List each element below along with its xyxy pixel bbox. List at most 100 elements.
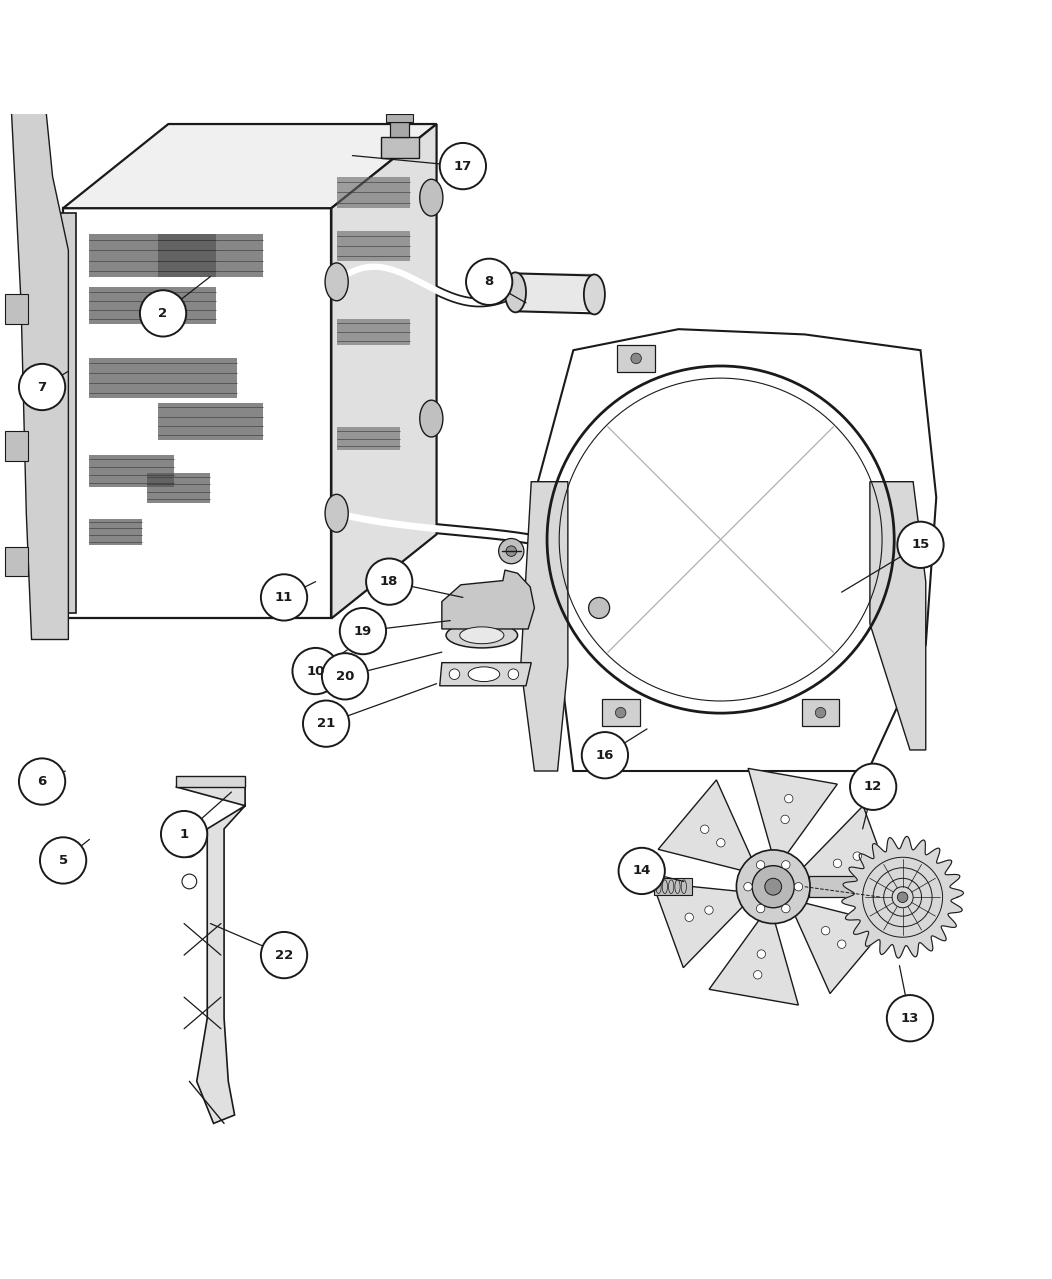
- Ellipse shape: [325, 263, 348, 301]
- Bar: [337, 231, 410, 261]
- Polygon shape: [748, 769, 837, 856]
- Circle shape: [781, 815, 789, 824]
- Circle shape: [701, 825, 709, 834]
- Circle shape: [850, 764, 896, 810]
- Circle shape: [897, 522, 944, 568]
- Polygon shape: [176, 776, 245, 787]
- Circle shape: [499, 538, 524, 564]
- Bar: [337, 427, 400, 450]
- Circle shape: [182, 843, 197, 857]
- Ellipse shape: [584, 275, 605, 315]
- Text: 2: 2: [159, 307, 167, 320]
- Polygon shape: [802, 806, 894, 891]
- Text: 1: 1: [180, 828, 188, 840]
- Bar: [5, 431, 28, 460]
- Circle shape: [756, 861, 765, 868]
- Bar: [381, 137, 419, 157]
- Circle shape: [261, 574, 307, 620]
- Bar: [89, 286, 216, 324]
- Text: 15: 15: [911, 538, 930, 551]
- Text: 5: 5: [59, 854, 67, 867]
- Text: 18: 18: [380, 576, 399, 588]
- Circle shape: [161, 811, 207, 857]
- Circle shape: [752, 866, 794, 908]
- Circle shape: [753, 971, 762, 978]
- Circle shape: [322, 654, 368, 700]
- Circle shape: [366, 559, 412, 605]
- Bar: [89, 518, 142, 545]
- Circle shape: [292, 648, 339, 694]
- Circle shape: [744, 883, 752, 891]
- Circle shape: [466, 258, 512, 304]
- Circle shape: [765, 879, 782, 895]
- Circle shape: [261, 932, 307, 978]
- Text: 22: 22: [275, 949, 294, 962]
- Bar: [515, 274, 594, 311]
- Text: 21: 21: [317, 718, 336, 730]
- Polygon shape: [331, 124, 437, 619]
- Circle shape: [619, 848, 665, 894]
- Bar: [147, 473, 210, 503]
- Circle shape: [393, 101, 406, 114]
- Polygon shape: [521, 482, 568, 771]
- Circle shape: [822, 926, 830, 935]
- Bar: [89, 234, 216, 276]
- Circle shape: [897, 891, 908, 903]
- Circle shape: [782, 904, 790, 913]
- Ellipse shape: [446, 623, 518, 648]
- Text: 11: 11: [275, 591, 294, 604]
- Circle shape: [440, 143, 486, 189]
- Circle shape: [506, 546, 517, 556]
- Bar: [5, 547, 28, 577]
- Circle shape: [182, 874, 197, 889]
- Ellipse shape: [420, 179, 443, 216]
- Circle shape: [833, 859, 842, 867]
- Polygon shape: [176, 787, 245, 1123]
- Circle shape: [685, 913, 693, 921]
- Polygon shape: [652, 883, 745, 968]
- Text: 19: 19: [353, 624, 372, 638]
- Bar: [390, 122, 409, 137]
- Circle shape: [785, 794, 793, 803]
- Polygon shape: [537, 329, 936, 771]
- Bar: [602, 700, 640, 726]
- Polygon shape: [44, 214, 76, 613]
- Bar: [158, 234, 263, 276]
- Text: 16: 16: [595, 748, 614, 762]
- Circle shape: [508, 669, 519, 679]
- Circle shape: [340, 608, 386, 655]
- Text: 6: 6: [38, 775, 46, 788]
- Circle shape: [631, 353, 642, 363]
- Circle shape: [716, 839, 725, 847]
- Circle shape: [815, 707, 826, 718]
- Text: 14: 14: [632, 865, 651, 877]
- Circle shape: [736, 851, 810, 923]
- Polygon shape: [11, 0, 68, 640]
- Bar: [809, 876, 865, 898]
- Circle shape: [19, 758, 65, 804]
- Bar: [802, 700, 839, 726]
- Bar: [618, 345, 655, 372]
- Ellipse shape: [325, 494, 348, 532]
- Circle shape: [794, 883, 803, 891]
- Bar: [337, 177, 410, 208]
- Bar: [89, 455, 174, 487]
- Circle shape: [705, 906, 713, 914]
- Bar: [386, 114, 413, 122]
- Polygon shape: [842, 836, 964, 958]
- Ellipse shape: [505, 272, 526, 312]
- Circle shape: [582, 732, 628, 779]
- Circle shape: [303, 701, 349, 747]
- Polygon shape: [870, 482, 926, 749]
- Circle shape: [19, 365, 65, 411]
- Circle shape: [615, 707, 626, 718]
- Polygon shape: [709, 918, 798, 1005]
- Polygon shape: [659, 780, 752, 871]
- Polygon shape: [794, 903, 888, 994]
- Circle shape: [887, 995, 933, 1041]
- Text: 12: 12: [864, 780, 883, 793]
- Circle shape: [757, 950, 766, 958]
- Circle shape: [756, 904, 765, 913]
- Bar: [89, 358, 237, 398]
- Circle shape: [837, 940, 846, 949]
